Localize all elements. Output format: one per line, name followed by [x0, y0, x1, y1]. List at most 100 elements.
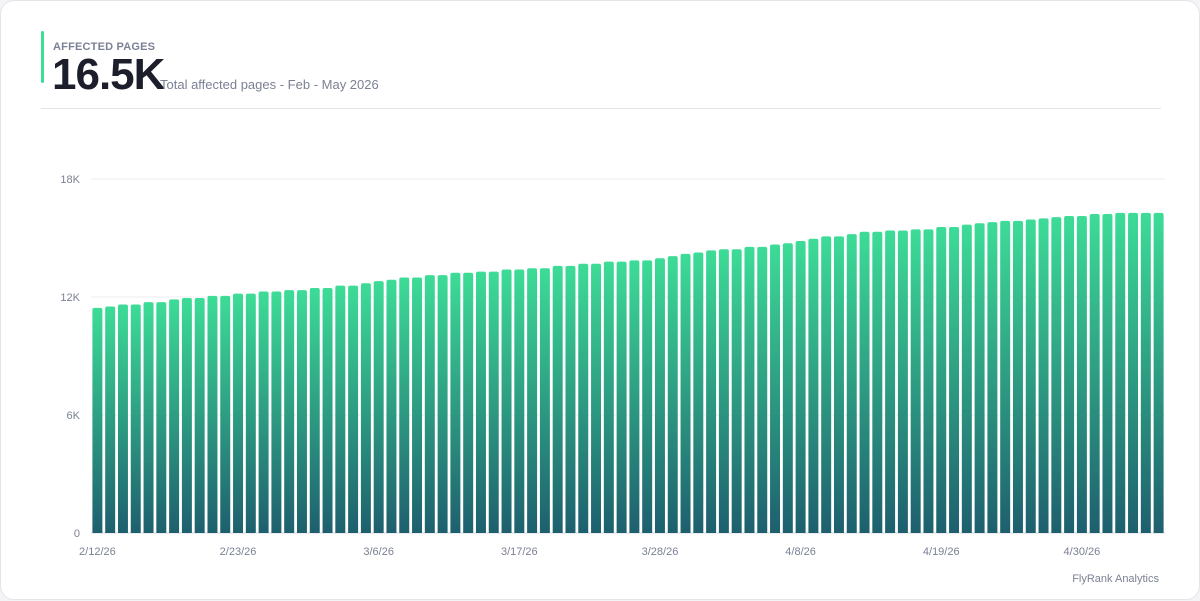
bar	[1038, 218, 1049, 534]
bar	[117, 304, 128, 533]
x-tick-label: 2/12/26	[79, 546, 116, 558]
y-tick-label: 6K	[67, 410, 81, 422]
bar	[770, 244, 781, 534]
y-tick-label: 12K	[60, 292, 80, 304]
bar	[169, 299, 180, 533]
bar	[885, 230, 896, 533]
bar	[424, 275, 435, 533]
bar	[680, 253, 691, 533]
bar	[693, 252, 704, 533]
bar	[949, 226, 960, 533]
bar	[961, 224, 972, 534]
bar	[910, 229, 921, 533]
bar	[322, 287, 333, 533]
bar	[386, 279, 397, 533]
bar	[143, 302, 154, 533]
x-tick-label: 3/6/26	[363, 546, 394, 558]
bar	[1051, 217, 1062, 534]
bar	[271, 291, 282, 533]
bar	[757, 246, 768, 533]
bar	[1076, 215, 1087, 533]
bar	[284, 290, 295, 533]
y-tick-label: 0	[74, 528, 80, 540]
bar	[936, 226, 947, 533]
bar	[1128, 212, 1139, 533]
bar	[795, 240, 806, 533]
bar	[105, 306, 116, 533]
bar	[629, 260, 640, 533]
bar	[872, 231, 883, 533]
y-tick-label: 18K	[60, 174, 80, 186]
bar	[923, 229, 934, 533]
bar	[437, 275, 448, 533]
x-tick-label: 4/19/26	[923, 546, 960, 558]
footer-brand: FlyRank Analytics	[1072, 573, 1159, 585]
bar	[220, 295, 231, 533]
bar	[412, 277, 423, 533]
kpi-value: 16.5K	[52, 50, 165, 99]
bar	[233, 293, 244, 533]
bar	[1115, 212, 1126, 533]
bar	[207, 295, 218, 533]
bar	[1064, 215, 1075, 533]
bar	[846, 234, 857, 534]
bar	[1153, 212, 1164, 533]
bar	[245, 293, 256, 533]
bar	[1140, 212, 1151, 533]
bar	[1000, 220, 1011, 533]
x-tick-label: 4/8/26	[785, 546, 816, 558]
bar	[463, 272, 474, 533]
bar	[130, 304, 141, 533]
x-tick-label: 4/30/26	[1064, 546, 1101, 558]
bar	[399, 277, 410, 533]
bar	[744, 246, 755, 533]
bar	[539, 268, 550, 533]
bar	[450, 272, 461, 533]
bar	[603, 261, 614, 533]
bar	[565, 265, 576, 533]
bar	[706, 250, 717, 533]
x-tick-label: 3/17/26	[501, 546, 538, 558]
bar	[987, 222, 998, 533]
bar	[373, 281, 384, 533]
bar	[181, 297, 192, 533]
bar	[654, 258, 665, 533]
bar	[360, 283, 371, 533]
bar	[1089, 214, 1100, 534]
bar	[642, 260, 653, 533]
bar	[475, 271, 486, 533]
kpi-label: AFFECTED PAGES	[53, 41, 156, 53]
accent-bar	[41, 31, 44, 83]
bar	[1102, 214, 1113, 534]
bar	[782, 243, 793, 533]
bar	[667, 256, 678, 533]
kpi-subtitle: Total affected pages - Feb - May 2026	[160, 77, 379, 92]
bar	[616, 261, 627, 533]
bar	[808, 238, 819, 533]
bar	[335, 285, 346, 533]
bar	[833, 236, 844, 533]
bar	[527, 268, 538, 533]
header-divider	[41, 108, 1161, 109]
bar	[309, 287, 320, 533]
bar	[1012, 220, 1023, 533]
bar	[348, 285, 359, 533]
bar	[488, 271, 499, 533]
bar	[296, 290, 307, 533]
bar	[92, 307, 103, 533]
x-tick-label: 2/23/26	[220, 546, 257, 558]
bar	[578, 263, 589, 533]
x-tick-label: 3/28/26	[642, 546, 679, 558]
bar	[974, 223, 985, 533]
bar	[194, 297, 205, 533]
bar	[718, 249, 729, 533]
bar	[501, 269, 512, 533]
bar	[731, 249, 742, 533]
bar	[156, 302, 167, 533]
bar	[821, 236, 832, 533]
bar	[552, 265, 563, 533]
bar	[514, 269, 525, 533]
bar	[859, 231, 870, 533]
